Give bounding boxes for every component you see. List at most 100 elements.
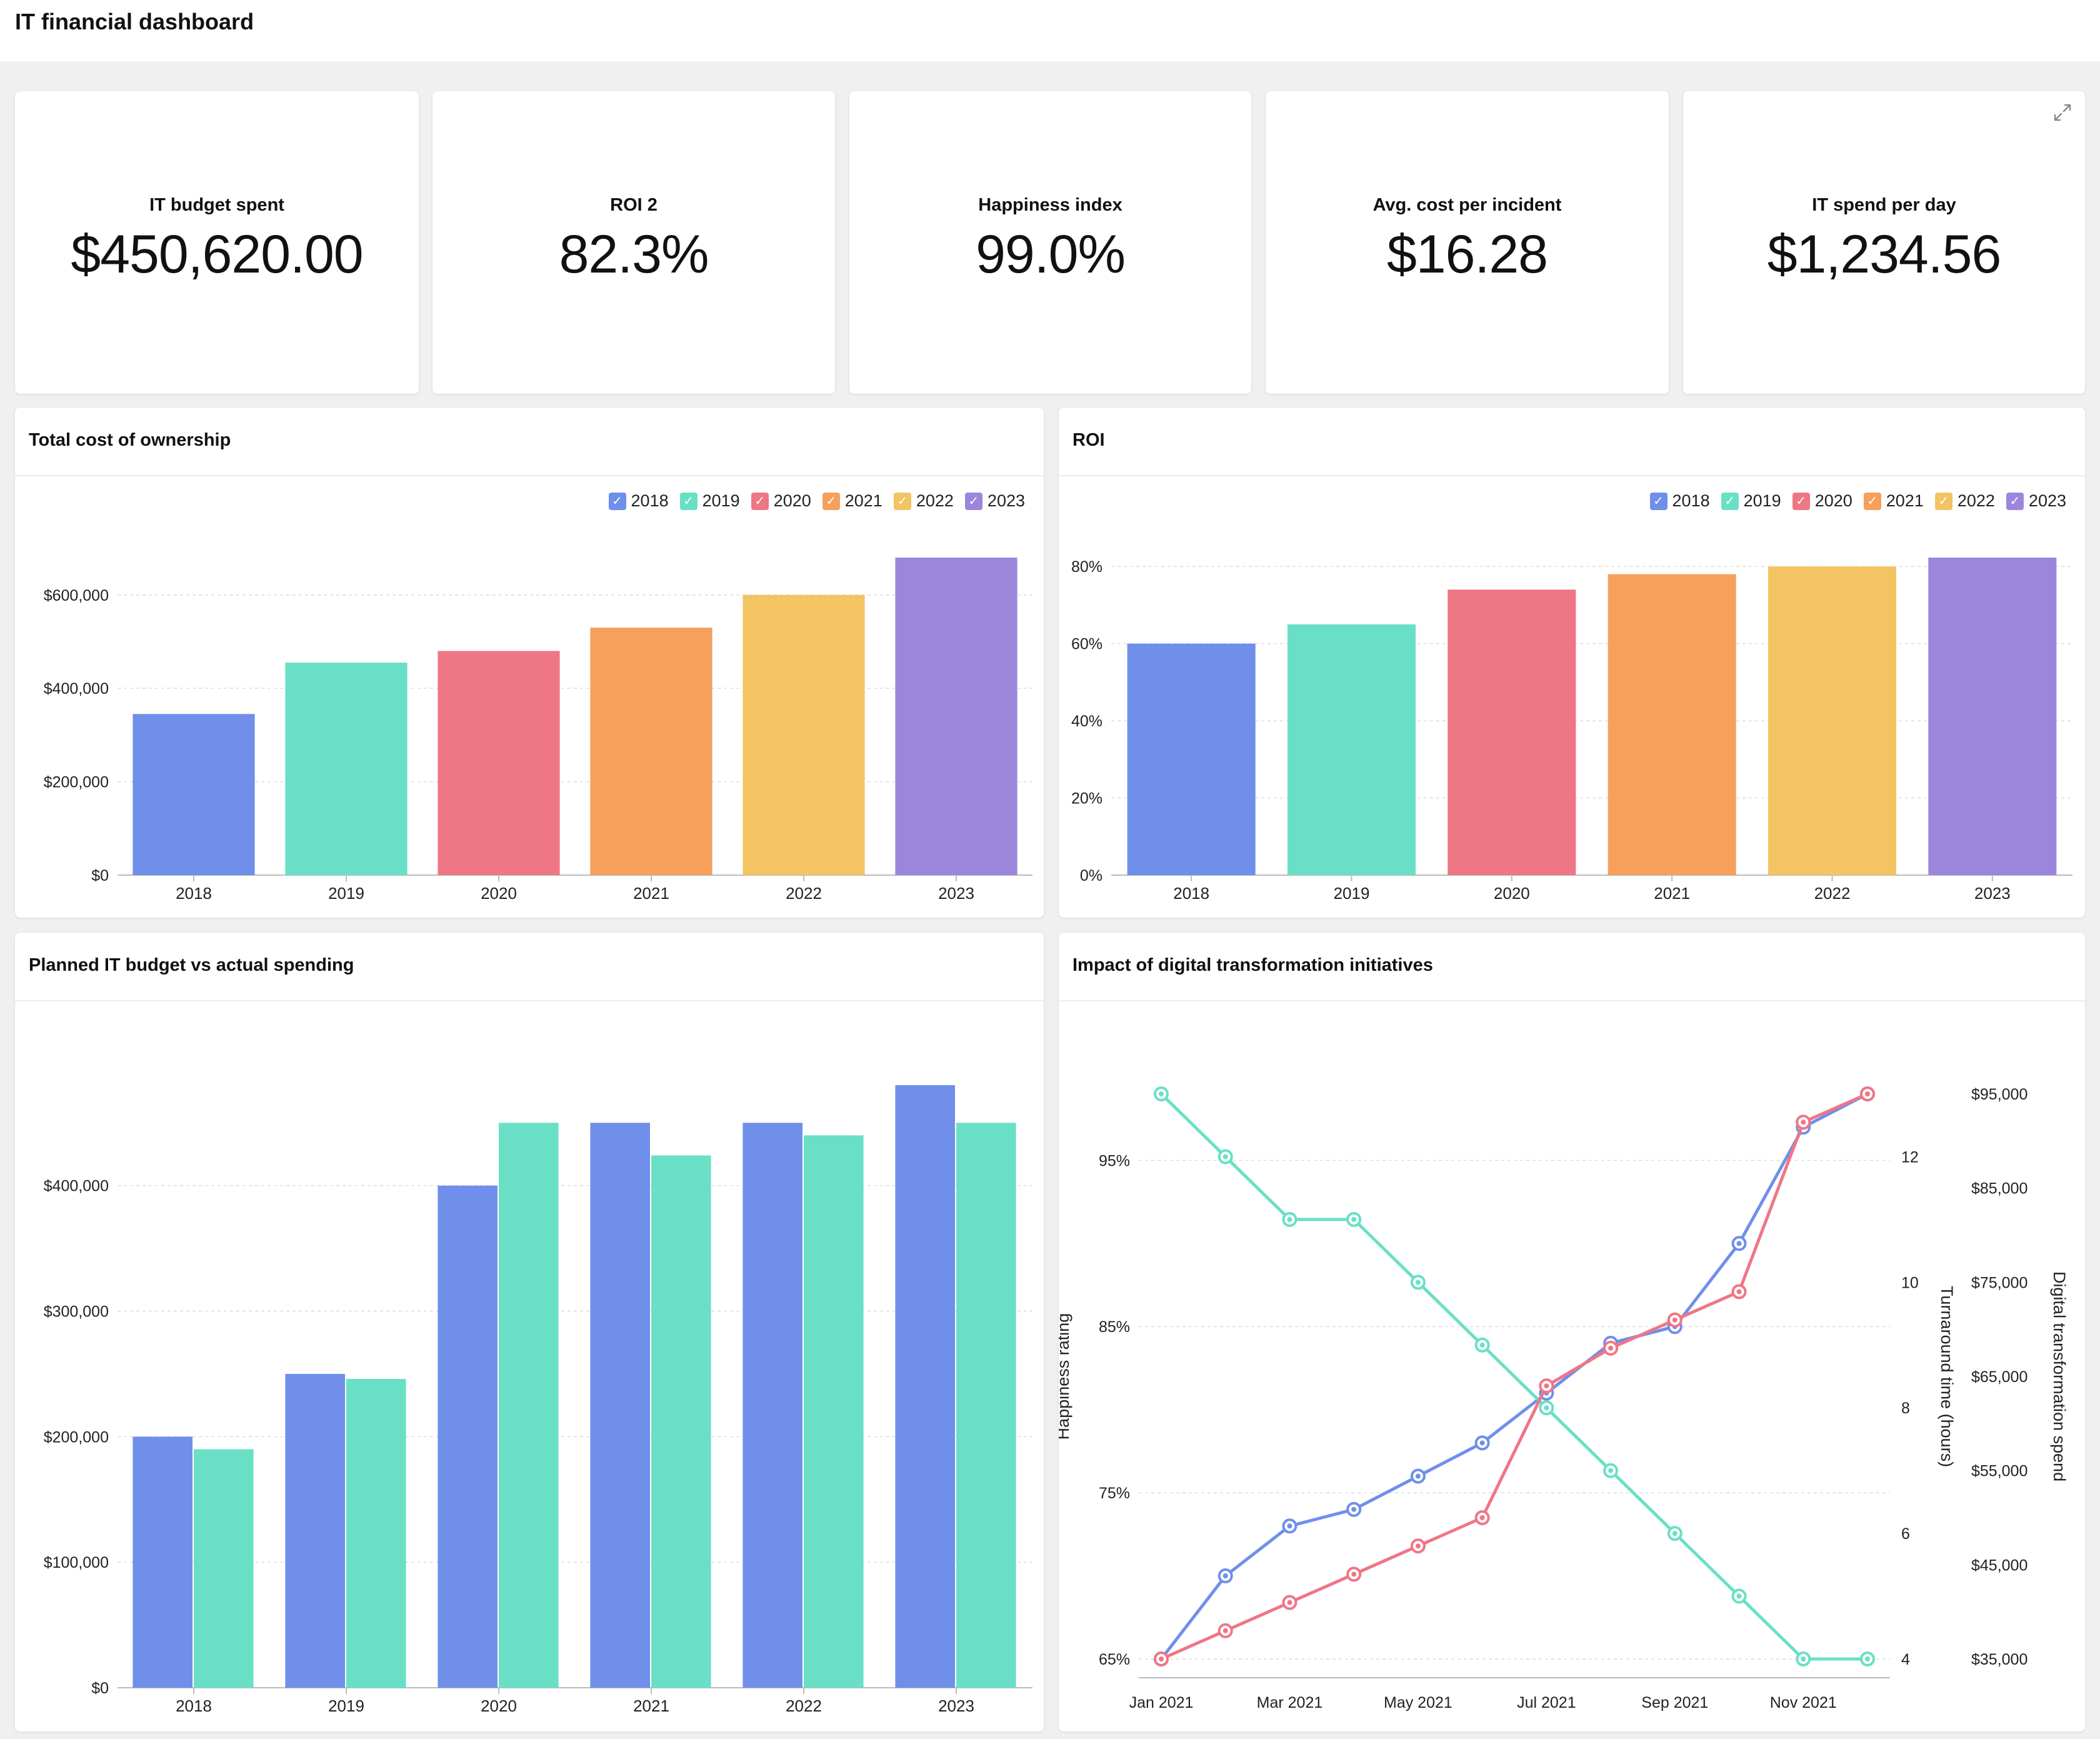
legend-item[interactable]: ✓ 2021: [822, 491, 882, 511]
panel-title: ROI: [1072, 430, 1105, 450]
kpi-card-happiness-index[interactable]: Happiness index 99.0%: [849, 91, 1251, 394]
expand-icon[interactable]: [2050, 100, 2075, 125]
kpi-value: 82.3%: [559, 224, 709, 284]
bar: [804, 1135, 864, 1688]
x-tick-label: May 2021: [1384, 1694, 1452, 1711]
legend-label: 2018: [1672, 491, 1710, 510]
legend-item[interactable]: ✓ 2021: [1863, 491, 1924, 511]
y-tick-label: 40%: [1071, 713, 1102, 730]
bar: [132, 1436, 192, 1688]
data-point-dot: [1736, 1289, 1742, 1295]
y-tick-label: $200,000: [44, 1428, 109, 1446]
check-icon: ✓: [1863, 492, 1881, 510]
data-point-dot: [1287, 1523, 1292, 1529]
series-line: [1160, 1093, 1868, 1661]
legend-item[interactable]: ✓ 2019: [1721, 491, 1781, 511]
data-point-dot: [1415, 1473, 1421, 1479]
legend-item[interactable]: ✓ 2020: [1792, 491, 1852, 511]
legend-item[interactable]: ✓ 2022: [893, 491, 954, 511]
y-tick-label: $400,000: [44, 1178, 109, 1195]
y-tick-label: $200,000: [44, 774, 109, 791]
y-tick-label: 75%: [1099, 1485, 1130, 1502]
legend-label: 2019: [1743, 491, 1781, 510]
legend-item[interactable]: ✓ 2020: [751, 491, 811, 511]
kpi-card-it-spend-per-day[interactable]: IT spend per day $1,234.56: [1683, 91, 2085, 394]
y-tick-label: 60%: [1071, 636, 1102, 653]
kpi-card-avg-cost-per-incident[interactable]: Avg. cost per incident $16.28: [1266, 91, 1669, 394]
bar: [1768, 566, 1897, 875]
legend-label: 2018: [631, 491, 669, 510]
y3-tick-label: $45,000: [1971, 1556, 2028, 1574]
y-tick-label: $0: [91, 867, 109, 885]
y-tick-label: 65%: [1099, 1651, 1130, 1668]
roi-bar-chart: 0% 20% 40% 60% 80% 2018 2019 2020 2021 2022 2023: [1071, 558, 2072, 903]
kpi-value: 99.0%: [976, 224, 1126, 284]
kpi-card-roi[interactable]: ROI 2 82.3%: [432, 91, 835, 394]
y2-tick-label: 4: [1901, 1651, 1910, 1668]
kpi-card-it-budget-spent[interactable]: IT budget spent $450,620.00: [15, 91, 419, 394]
panel-digital-transformation-impact: Impact of digital transformation initiat…: [1059, 933, 2085, 1731]
y2-tick-label: 12: [1901, 1148, 1919, 1166]
panel-title: Impact of digital transformation initiat…: [1072, 955, 1433, 975]
x-tick-label: 2020: [481, 1696, 517, 1715]
y3-tick-label: $55,000: [1971, 1463, 2028, 1480]
bar: [590, 1123, 650, 1688]
y3-tick-label: $75,000: [1971, 1274, 2028, 1291]
y2-tick-label: 8: [1901, 1400, 1910, 1417]
panel-total-cost-of-ownership: Total cost of ownership ✓ 2018 ✓ 2019 ✓ 2020 ✓…: [15, 408, 1044, 918]
x-tick-label: Jan 2021: [1129, 1694, 1194, 1711]
kpi-label: IT budget spent: [149, 195, 284, 215]
x-tick-label: 2021: [1654, 884, 1690, 903]
y2-tick-label: 6: [1901, 1525, 1910, 1543]
legend-item[interactable]: ✓ 2023: [964, 491, 1025, 511]
bar: [895, 558, 1018, 875]
y-tick-label: 0%: [1080, 867, 1102, 885]
data-point-dot: [1544, 1383, 1549, 1389]
check-icon: ✓: [2006, 492, 2024, 510]
legend-item[interactable]: ✓ 2022: [1934, 491, 1995, 511]
data-point-dot: [1672, 1531, 1678, 1536]
panel-title: Total cost of ownership: [29, 430, 231, 450]
bar: [651, 1155, 711, 1688]
data-point-dot: [1351, 1506, 1357, 1512]
data-point-dot: [1159, 1091, 1164, 1096]
y2-axis-title: Turnaround time (hours): [1938, 1286, 1956, 1467]
bar: [499, 1123, 559, 1688]
legend-item[interactable]: ✓ 2023: [2006, 491, 2066, 511]
legend-item[interactable]: ✓ 2018: [608, 491, 669, 511]
data-point-dot: [1287, 1600, 1292, 1605]
legend-label: 2022: [916, 491, 954, 510]
check-icon: ✓: [1934, 492, 1952, 510]
x-tick-label: 2020: [481, 884, 517, 903]
y-tick-label: 95%: [1099, 1152, 1130, 1170]
y3-axis-title: Digital transformation spend: [2050, 1271, 2069, 1481]
kpi-label: Avg. cost per incident: [1372, 195, 1562, 215]
data-point-dot: [1351, 1216, 1357, 1222]
kpi-label: Happiness index: [978, 195, 1122, 215]
y-tick-label: 20%: [1071, 790, 1102, 808]
bar: [1608, 574, 1736, 875]
bar: [194, 1449, 254, 1688]
data-point-dot: [1222, 1628, 1228, 1633]
bar: [285, 663, 408, 875]
chart-legend: ✓ 2018 ✓ 2019 ✓ 2020 ✓ 2021 ✓ 2022 ✓ 2023: [608, 491, 1025, 511]
legend-item[interactable]: ✓ 2019: [679, 491, 740, 511]
legend-label: 2019: [702, 491, 740, 510]
y2-tick-label: 10: [1901, 1274, 1919, 1291]
check-icon: ✓: [1649, 492, 1668, 510]
legend-label: 2023: [2028, 491, 2066, 510]
panel-divider: [15, 475, 1044, 476]
tco-bar-chart: $0 $200,000 $400,000 $600,000 2018 2019 2020 20…: [44, 558, 1032, 903]
series-line: [1160, 1092, 1869, 1661]
top-bar: IT financial dashboard: [0, 0, 2100, 61]
data-point-dot: [1159, 1656, 1164, 1661]
kpi-value: $1,234.56: [1767, 224, 2002, 284]
panel-planned-vs-actual: Planned IT budget vs actual spending $0 $…: [15, 933, 1044, 1731]
bar: [285, 1373, 345, 1688]
data-point-dot: [1801, 1656, 1806, 1661]
data-point-dot: [1351, 1571, 1357, 1577]
check-icon: ✓: [822, 492, 840, 510]
x-tick-label: 2019: [328, 1696, 364, 1715]
legend-item[interactable]: ✓ 2018: [1649, 491, 1710, 511]
bar: [895, 1085, 955, 1688]
